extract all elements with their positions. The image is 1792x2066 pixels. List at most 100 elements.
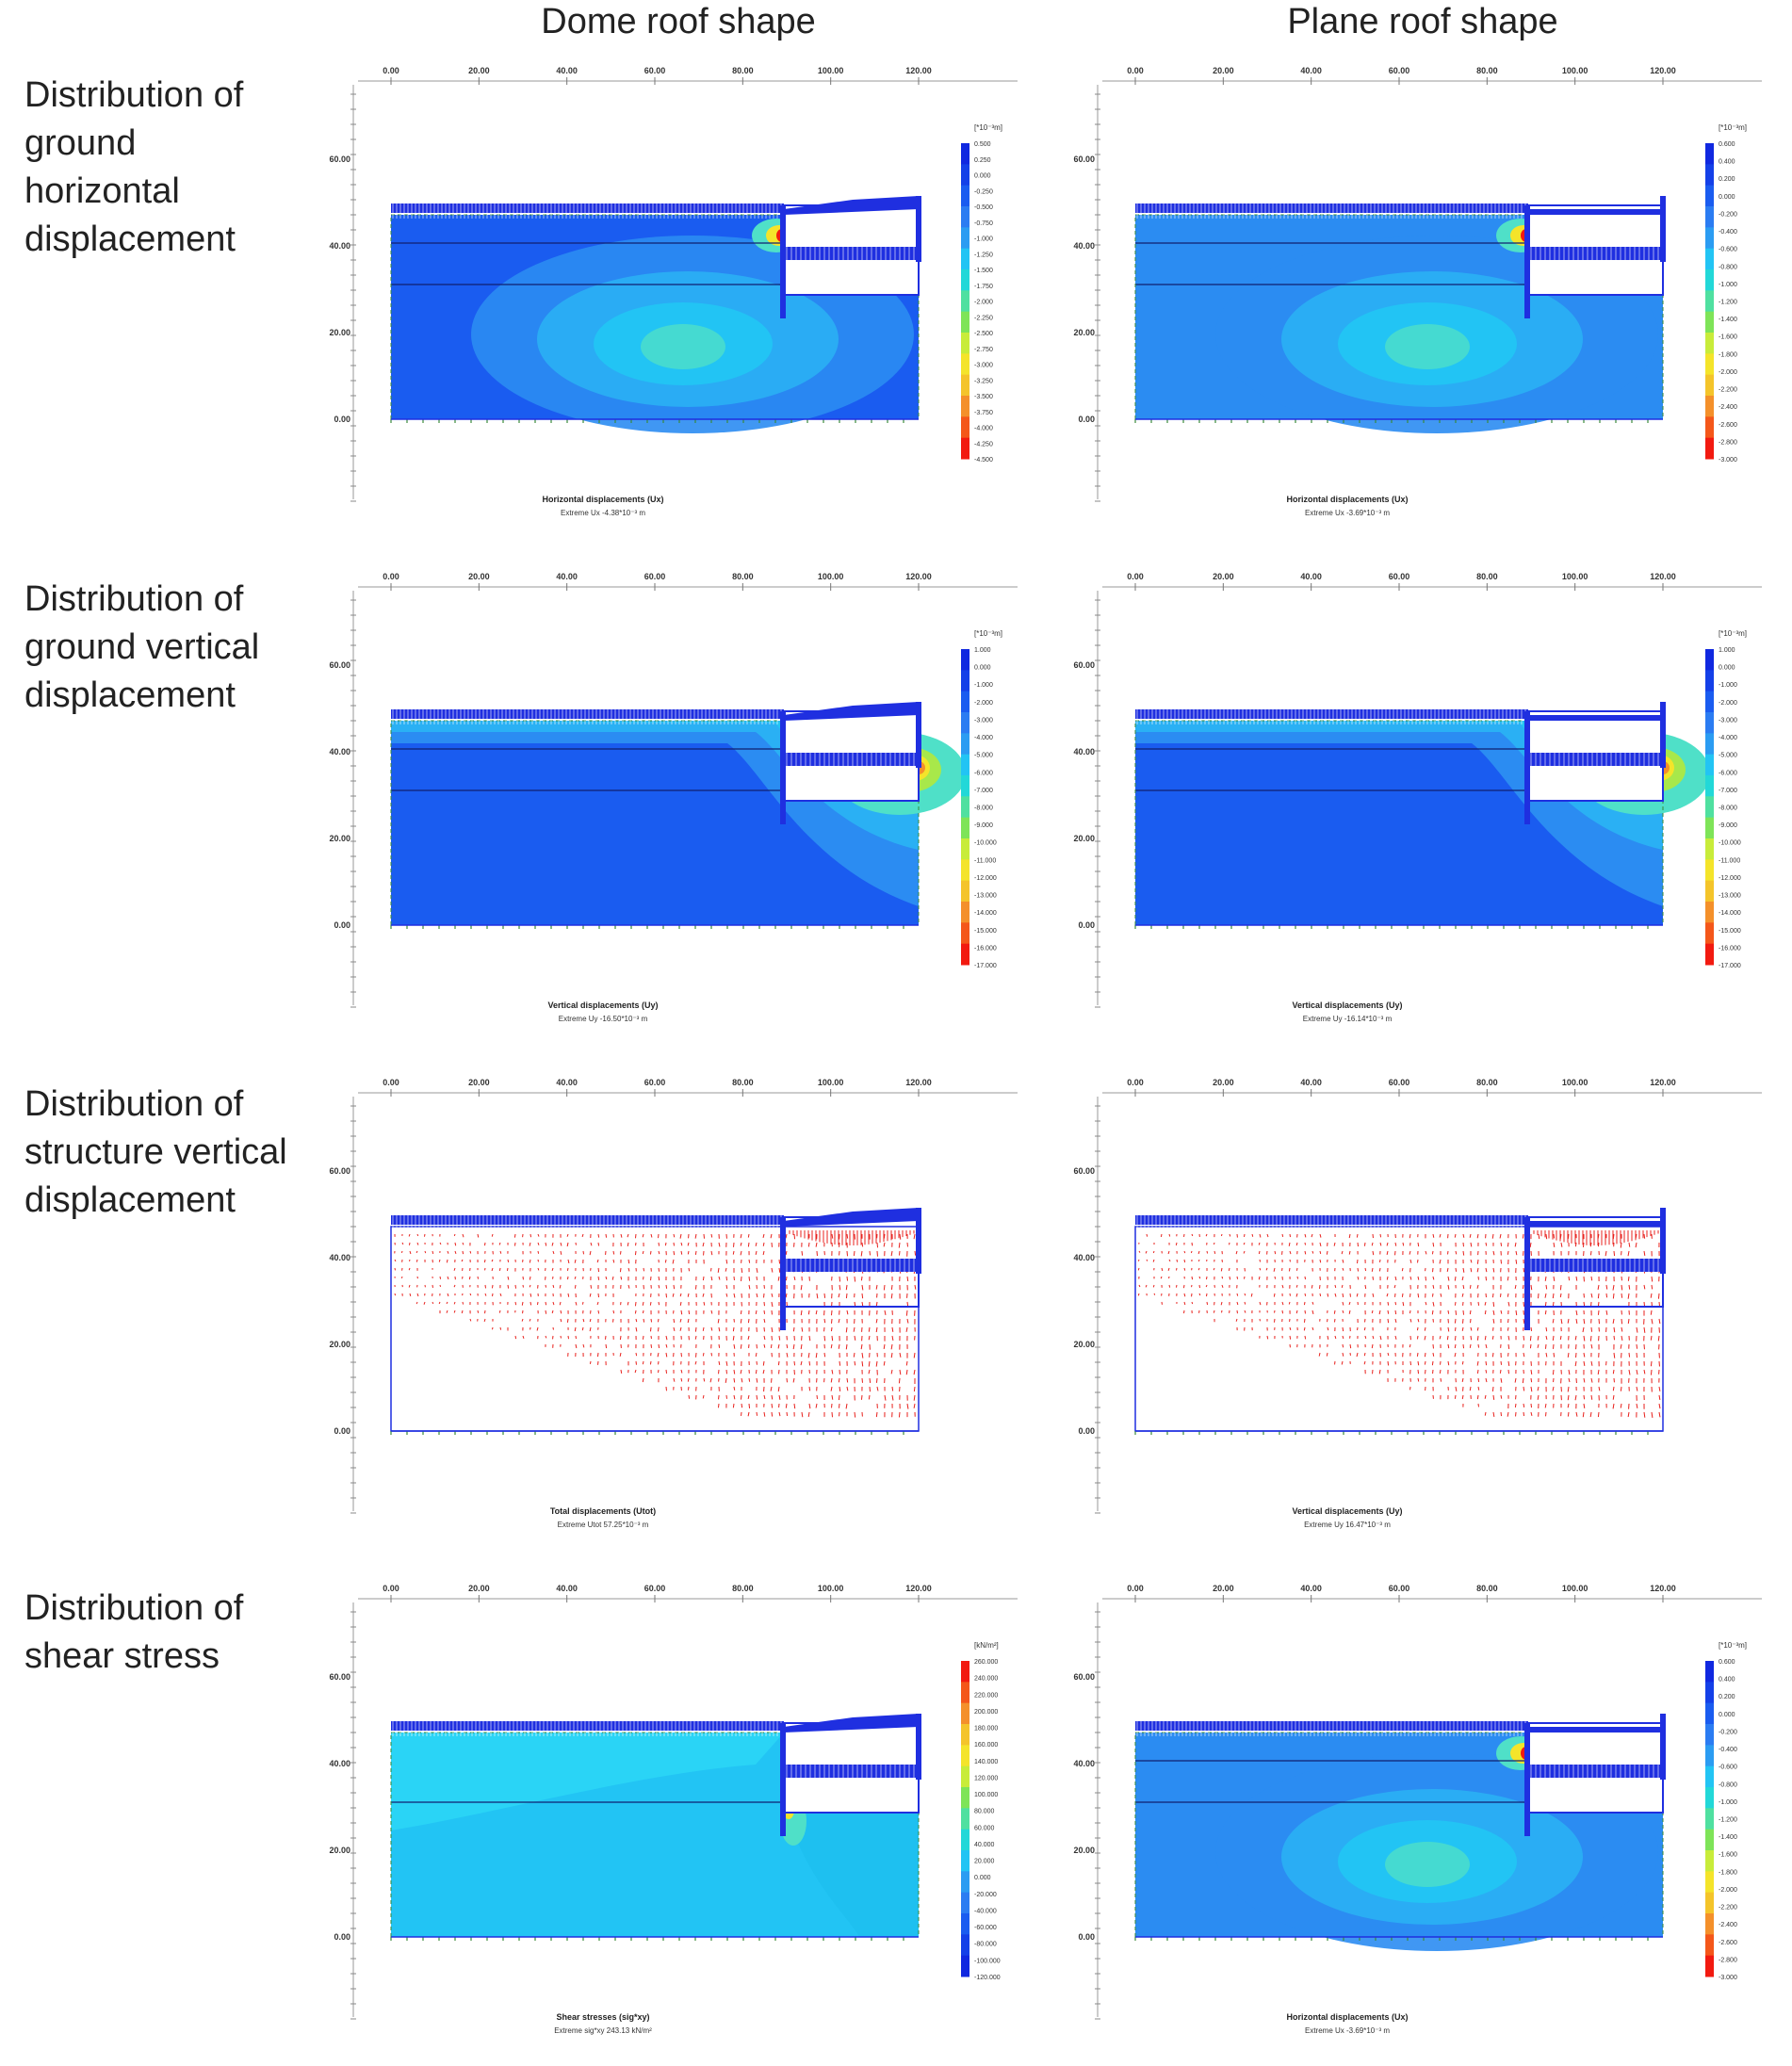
plot-title: Horizontal displacements (Ux): [1286, 2012, 1408, 2022]
legend-label: -1.600: [1719, 334, 1737, 341]
row-label-ground-vertical: Distribution of ground vertical displace…: [24, 579, 260, 715]
legend-label: -100.000: [974, 1958, 1001, 1964]
y-tick-label: 0.00: [334, 415, 350, 424]
x-tick-label: 80.00: [1476, 572, 1498, 581]
legend-label: -1.800: [1719, 351, 1737, 358]
legend-label: -13.000: [974, 893, 997, 900]
legend-label: 1.000: [1719, 647, 1735, 654]
x-tick-label: 20.00: [468, 572, 490, 581]
y-tick-label: 20.00: [1073, 1340, 1095, 1349]
x-tick-label: 100.00: [1562, 66, 1588, 75]
legend-label: -2.000: [1719, 369, 1737, 376]
x-tick-label: 40.00: [1300, 1078, 1322, 1087]
legend-label: -17.000: [1719, 963, 1741, 969]
x-tick-label: 40.00: [556, 572, 578, 581]
legend-label: 0.600: [1719, 141, 1735, 148]
legend-label: 0.250: [974, 157, 991, 164]
panel-dome-ground-horizontal: 0.00 20.00 40.00 60.00 80.00 100.00 120.00 0.00…: [320, 57, 1036, 546]
x-tick-label: 60.00: [1389, 66, 1410, 75]
legend-label: -12.000: [974, 875, 997, 882]
x-tick-label: 0.00: [1127, 1584, 1144, 1593]
structure: [1524, 1714, 1666, 1836]
panel-plane-ground-horizontal: 0.00 20.00 40.00 60.00 80.00 100.00 120.00 0.00…: [1065, 57, 1781, 546]
x-tick-label: 60.00: [1389, 1584, 1410, 1593]
plot-title: Vertical displacements (Uy): [547, 1000, 658, 1010]
x-tick-label: 80.00: [732, 66, 754, 75]
color-legend: 0.600 0.400 0.200 0.000 -0.200 -0.400 -0.600 -0…: [1705, 123, 1747, 464]
plot-extreme-value: Extreme Ux -4.38*10⁻³ m: [561, 509, 645, 517]
y-tick-label: 60.00: [329, 660, 350, 670]
row-label-ground-horizontal: Distribution of ground horizontal displa…: [24, 75, 244, 259]
y-tick-label: 20.00: [329, 834, 350, 843]
fem-plot: 0.00 20.00 40.00 60.00 80.00 100.00 120.00 0.00…: [329, 66, 1018, 517]
plot-title: Horizontal displacements (Ux): [1286, 495, 1408, 504]
legend-label: -2.200: [1719, 387, 1737, 394]
x-tick-label: 0.00: [383, 66, 399, 75]
y-tick-label: 60.00: [1073, 1672, 1095, 1682]
legend-label: -3.000: [974, 717, 993, 724]
legend-label: -3.250: [974, 378, 993, 384]
x-tick-label: 20.00: [1213, 66, 1234, 75]
y-tick-label: 40.00: [329, 747, 350, 756]
y-tick-label: 20.00: [1073, 834, 1095, 843]
x-tick-label: 120.00: [905, 1078, 932, 1087]
legend-label: -2.400: [1719, 1922, 1737, 1928]
legend-label: -1.000: [1719, 282, 1737, 288]
fem-plot: 0.00 20.00 40.00 60.00 80.00 100.00 120.00 0.00…: [1073, 1078, 1762, 1529]
y-tick-label: 40.00: [1073, 747, 1095, 756]
legend-label: -17.000: [974, 963, 997, 969]
legend-label: -0.200: [1719, 211, 1737, 218]
legend-label: -10.000: [1719, 840, 1741, 847]
color-legend: 1.000 0.000 -1.000 -2.000 -3.000 -4.000 -5.000…: [961, 629, 1002, 969]
y-tick-label: 0.00: [334, 1426, 350, 1436]
legend-label: 200.000: [974, 1709, 998, 1716]
plot-extreme-value: Extreme Uy -16.50*10⁻³ m: [559, 1015, 648, 1023]
y-tick-label: 60.00: [329, 1166, 350, 1176]
legend-label: -0.800: [1719, 264, 1737, 270]
panel-dome-ground-vertical: 0.00 20.00 40.00 60.00 80.00 100.00 120.00 0.00…: [320, 562, 1036, 1052]
legend-label: -0.250: [974, 188, 993, 195]
fem-plot: 0.00 20.00 40.00 60.00 80.00 100.00 120.00 0.00…: [1073, 1584, 1762, 2035]
legend-label: -2.000: [1719, 700, 1737, 707]
y-tick-label: 20.00: [1073, 1846, 1095, 1855]
legend-label: -2.000: [974, 700, 993, 707]
plot-extreme-value: Extreme Uy 16.47*10⁻³ m: [1304, 1521, 1391, 1529]
legend-label: -1.600: [1719, 1852, 1737, 1859]
panel-dome-shear-stress: 0.00 20.00 40.00 60.00 80.00 100.00 120.00 0.00…: [320, 1574, 1036, 2064]
legend-label: 140.000: [974, 1759, 998, 1765]
legend-label: -2.400: [1719, 404, 1737, 411]
legend-label: 240.000: [974, 1676, 998, 1683]
legend-label: -6.000: [974, 770, 993, 776]
legend-label: -8.000: [974, 805, 993, 812]
legend-label: -16.000: [974, 945, 997, 952]
x-tick-label: 80.00: [1476, 1584, 1498, 1593]
structure: [780, 1714, 921, 1836]
legend-label: -80.000: [974, 1942, 997, 1948]
x-tick-label: 120.00: [1650, 66, 1676, 75]
x-tick-label: 80.00: [732, 1078, 754, 1087]
legend-label: -1.000: [1719, 1799, 1737, 1806]
legend-label: -7.000: [1719, 788, 1737, 794]
legend-label: 180.000: [974, 1726, 998, 1733]
legend-label: -4.000: [974, 426, 993, 432]
legend-label: -9.000: [1719, 822, 1737, 829]
legend-label: 0.000: [974, 1875, 991, 1881]
x-tick-label: 80.00: [732, 1584, 754, 1593]
legend-label: -60.000: [974, 1925, 997, 1931]
legend-label: -0.200: [1719, 1729, 1737, 1735]
y-tick-label: 0.00: [1078, 415, 1095, 424]
plot-extreme-value: Extreme Uy -16.14*10⁻³ m: [1303, 1015, 1393, 1023]
structure: [1524, 1208, 1666, 1330]
legend-label: -0.500: [974, 204, 993, 211]
legend-label: -3.000: [1719, 717, 1737, 724]
structure: [780, 702, 921, 824]
y-tick-label: 40.00: [329, 1759, 350, 1768]
legend-label: -1.000: [974, 236, 993, 243]
y-tick-label: 20.00: [1073, 328, 1095, 337]
legend-label: -2.600: [1719, 422, 1737, 429]
structure: [1524, 196, 1666, 318]
legend-label: -1.750: [974, 284, 993, 290]
legend-label: 220.000: [974, 1692, 998, 1699]
legend-label: -4.000: [974, 735, 993, 741]
color-legend: 260.000 240.000 220.000 200.000 180.000 160.0…: [961, 1641, 1001, 1981]
